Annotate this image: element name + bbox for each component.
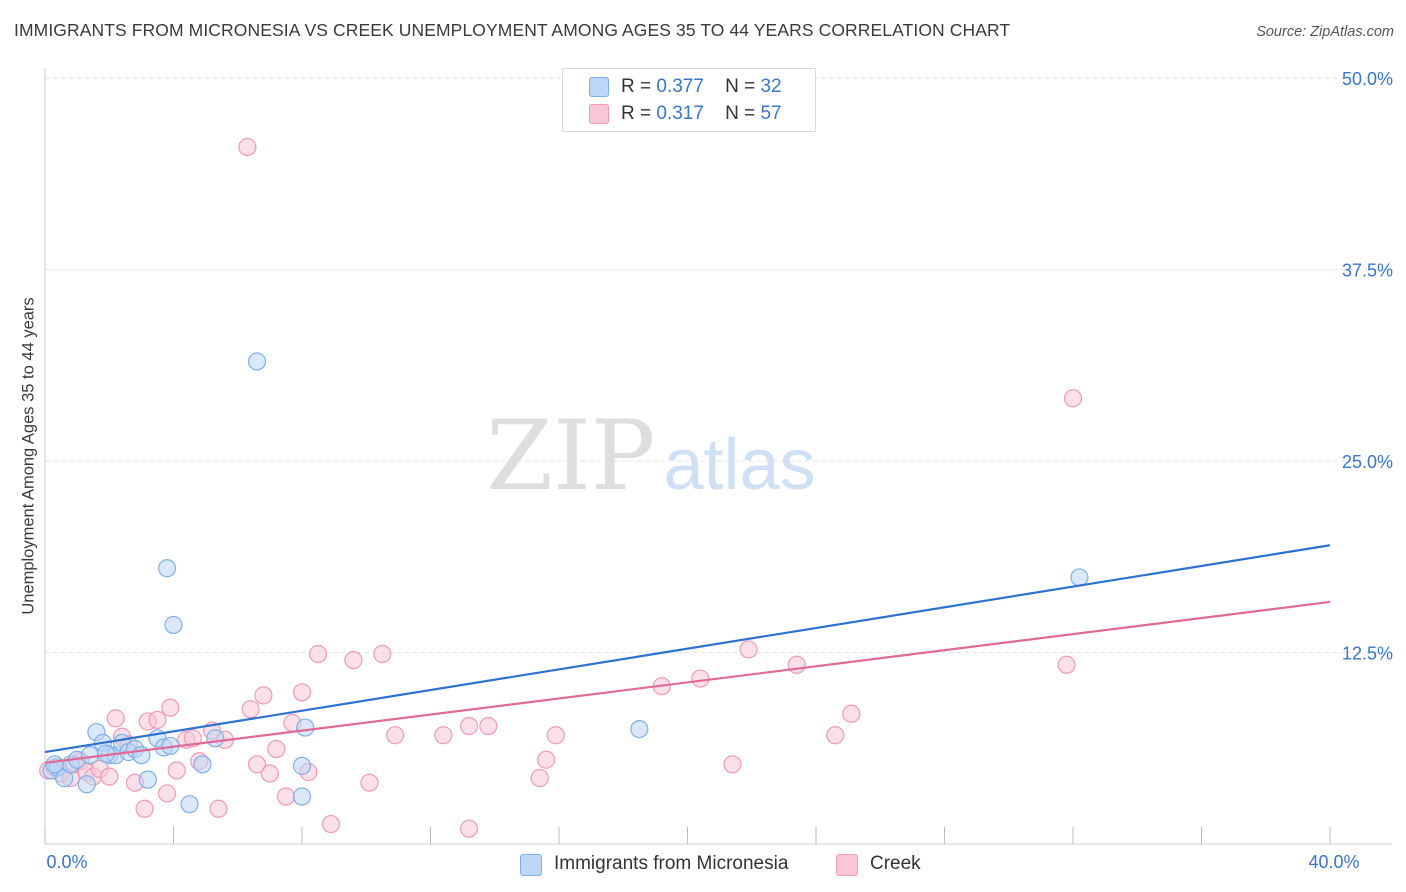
point-creek xyxy=(100,767,119,786)
point-creek xyxy=(106,709,125,728)
bottom-legend-label-creek: Creek xyxy=(870,853,921,874)
point-creek xyxy=(360,773,379,792)
legend-r-label: R = xyxy=(621,76,652,97)
point-micronesia xyxy=(180,795,199,814)
point-creek xyxy=(537,750,556,769)
trendline-micronesia xyxy=(44,544,1331,754)
point-micronesia xyxy=(1070,568,1089,587)
legend-stats-creek: R = 0.317 N = 57 xyxy=(621,103,782,125)
legend-swatch-creek xyxy=(589,104,609,124)
point-creek xyxy=(546,726,565,745)
point-micronesia xyxy=(292,756,312,775)
point-creek xyxy=(238,137,257,157)
y-tick-label: 50.0% xyxy=(1342,69,1393,89)
bottom-legend-label-micronesia: Immigrants from Micronesia xyxy=(554,853,789,874)
legend-n-value: 32 xyxy=(760,76,782,97)
point-creek xyxy=(386,726,405,745)
point-creek xyxy=(787,655,806,674)
point-creek xyxy=(183,729,202,748)
y-tick-label: 12.5% xyxy=(1342,644,1393,664)
point-creek xyxy=(209,799,228,818)
point-creek xyxy=(267,739,286,759)
bottom-legend-swatch-micronesia xyxy=(520,854,542,876)
bottom-legend-swatch-creek xyxy=(836,854,858,876)
point-creek xyxy=(161,698,180,717)
point-micronesia xyxy=(138,770,157,789)
point-creek xyxy=(826,726,845,745)
legend: R = 0.377 N = 32 R = 0.317 N = 57 xyxy=(562,68,816,132)
point-micronesia xyxy=(193,755,212,774)
point-creek xyxy=(308,644,328,664)
x-tick-label: 40.0% xyxy=(1308,852,1359,872)
point-creek xyxy=(434,726,453,745)
legend-r-label: R = xyxy=(621,103,652,124)
trendline-creek xyxy=(44,600,1331,764)
point-creek xyxy=(292,683,312,702)
point-micronesia xyxy=(247,352,267,371)
point-creek xyxy=(321,814,341,834)
point-creek xyxy=(739,640,758,659)
point-creek xyxy=(148,710,167,730)
y-tick-label: 37.5% xyxy=(1342,261,1393,281)
watermark-zip: ZIP xyxy=(486,400,655,512)
point-creek xyxy=(167,761,186,780)
point-creek xyxy=(241,700,260,719)
point-micronesia xyxy=(206,729,225,748)
chart-source: Source: ZipAtlas.com xyxy=(1256,24,1394,40)
point-creek xyxy=(344,651,363,670)
point-creek xyxy=(373,644,392,664)
legend-n-label: N = xyxy=(725,103,756,124)
point-micronesia xyxy=(164,615,183,635)
chart-title: IMMIGRANTS FROM MICRONESIA VS CREEK UNEM… xyxy=(14,20,1011,40)
point-creek xyxy=(135,799,154,818)
legend-stats-micronesia: R = 0.377 N = 32 xyxy=(621,76,782,98)
point-creek xyxy=(260,764,279,783)
point-creek xyxy=(530,769,549,788)
legend-swatch-micronesia xyxy=(589,77,609,97)
point-creek xyxy=(254,686,273,705)
y-tick-label: 25.0% xyxy=(1342,452,1393,472)
point-creek xyxy=(723,755,742,774)
legend-n-value: 57 xyxy=(760,103,782,124)
point-micronesia xyxy=(292,787,312,806)
point-micronesia xyxy=(630,719,649,739)
point-creek xyxy=(691,669,710,688)
point-micronesia xyxy=(45,755,64,774)
point-micronesia xyxy=(80,746,100,765)
point-creek xyxy=(276,787,296,806)
watermark-atlas: atlas xyxy=(664,425,816,505)
point-creek xyxy=(459,716,479,736)
point-creek xyxy=(1063,389,1083,408)
legend-r-value: 0.377 xyxy=(656,76,704,97)
point-creek xyxy=(479,716,498,736)
point-micronesia xyxy=(77,775,96,794)
point-creek xyxy=(459,819,479,838)
point-creek xyxy=(157,784,177,803)
point-creek xyxy=(247,755,267,774)
legend-n-label: N = xyxy=(725,76,756,97)
point-micronesia xyxy=(296,718,315,737)
point-micronesia xyxy=(157,559,177,578)
point-creek xyxy=(842,704,861,723)
legend-r-value: 0.317 xyxy=(656,103,704,124)
point-creek xyxy=(1057,655,1076,674)
x-tick-label: 0.0% xyxy=(46,852,87,872)
